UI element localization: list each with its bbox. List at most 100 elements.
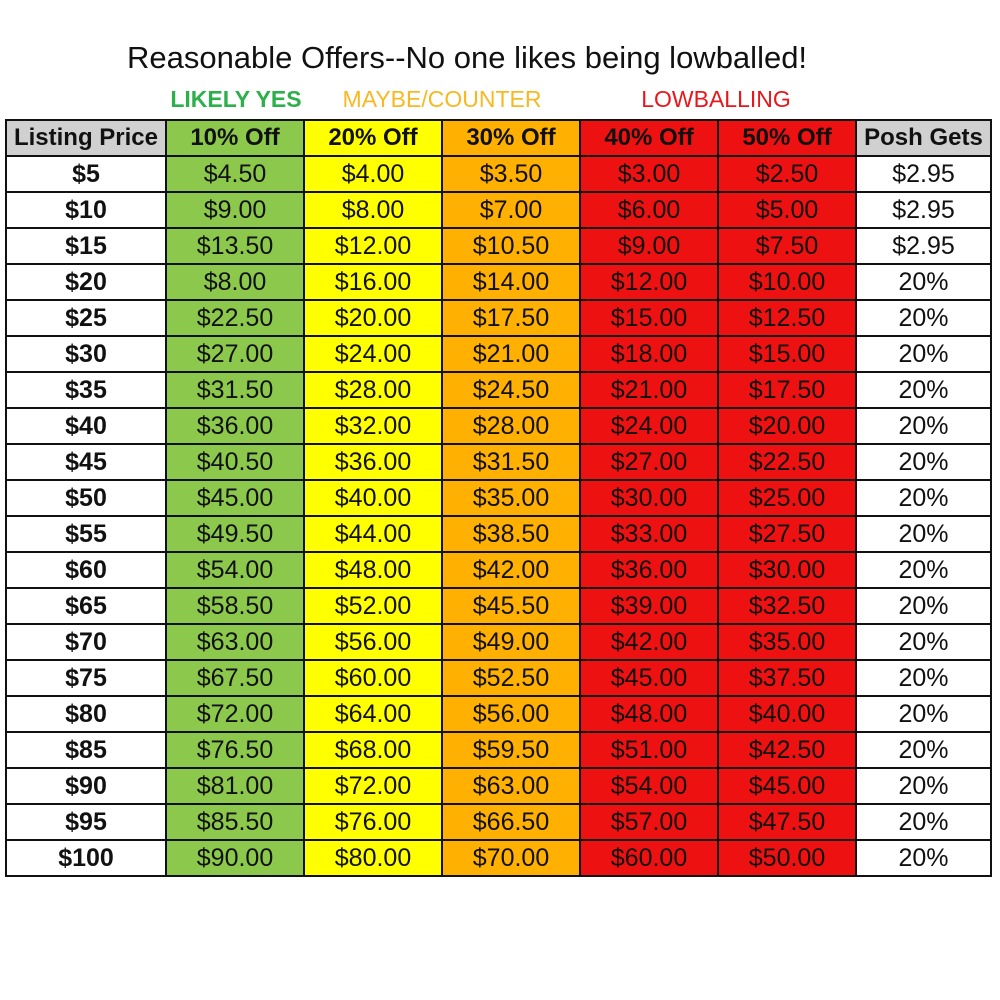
posh-gets-cell: $2.95 xyxy=(855,227,992,265)
header-30-off: 30% Off xyxy=(441,119,581,157)
posh-gets-cell: 20% xyxy=(855,407,992,445)
ten-off-cell: $63.00 xyxy=(165,623,305,661)
twenty-off-cell: $52.00 xyxy=(303,587,443,625)
listing-price-cell: $90 xyxy=(5,767,167,805)
twenty-off-cell: $80.00 xyxy=(303,839,443,877)
fifty-off-cell: $27.50 xyxy=(717,515,857,553)
twenty-off-cell: $4.00 xyxy=(303,155,443,193)
thirty-off-cell: $35.00 xyxy=(441,479,581,517)
ten-off-cell: $9.00 xyxy=(165,191,305,229)
table-row: $45 $40.50 $36.00 $31.50 $27.00 $22.50 20% xyxy=(5,443,992,481)
ten-off-cell: $54.00 xyxy=(165,551,305,589)
thirty-off-cell: $21.00 xyxy=(441,335,581,373)
header-listing-price: Listing Price xyxy=(5,119,167,157)
posh-gets-cell: 20% xyxy=(855,551,992,589)
table-row: $80 $72.00 $64.00 $56.00 $48.00 $40.00 20% xyxy=(5,695,992,733)
forty-off-cell: $54.00 xyxy=(579,767,719,805)
offer-table: Listing Price 10% Off 20% Off 30% Off 40… xyxy=(5,119,992,877)
category-lowballing: LOWBALLING xyxy=(641,86,791,112)
fifty-off-cell: $22.50 xyxy=(717,443,857,481)
forty-off-cell: $60.00 xyxy=(579,839,719,877)
thirty-off-cell: $7.00 xyxy=(441,191,581,229)
ten-off-cell: $4.50 xyxy=(165,155,305,193)
table-row: $85 $76.50 $68.00 $59.50 $51.00 $42.50 20% xyxy=(5,731,992,769)
posh-gets-cell: 20% xyxy=(855,695,992,733)
fifty-off-cell: $5.00 xyxy=(717,191,857,229)
twenty-off-cell: $12.00 xyxy=(303,227,443,265)
thirty-off-cell: $66.50 xyxy=(441,803,581,841)
ten-off-cell: $31.50 xyxy=(165,371,305,409)
table-row: $100 $90.00 $80.00 $70.00 $60.00 $50.00 20% xyxy=(5,839,992,877)
fifty-off-cell: $50.00 xyxy=(717,839,857,877)
thirty-off-cell: $59.50 xyxy=(441,731,581,769)
table-row: $10 $9.00 $8.00 $7.00 $6.00 $5.00 $2.95 xyxy=(5,191,992,229)
fifty-off-cell: $40.00 xyxy=(717,695,857,733)
thirty-off-cell: $56.00 xyxy=(441,695,581,733)
header-40-off: 40% Off xyxy=(579,119,719,157)
forty-off-cell: $57.00 xyxy=(579,803,719,841)
fifty-off-cell: $17.50 xyxy=(717,371,857,409)
thirty-off-cell: $24.50 xyxy=(441,371,581,409)
posh-gets-cell: 20% xyxy=(855,443,992,481)
forty-off-cell: $51.00 xyxy=(579,731,719,769)
ten-off-cell: $27.00 xyxy=(165,335,305,373)
twenty-off-cell: $32.00 xyxy=(303,407,443,445)
posh-gets-cell: 20% xyxy=(855,479,992,517)
twenty-off-cell: $28.00 xyxy=(303,371,443,409)
ten-off-cell: $8.00 xyxy=(165,263,305,301)
thirty-off-cell: $38.50 xyxy=(441,515,581,553)
ten-off-cell: $40.50 xyxy=(165,443,305,481)
table-row: $25 $22.50 $20.00 $17.50 $15.00 $12.50 20% xyxy=(5,299,992,337)
forty-off-cell: $33.00 xyxy=(579,515,719,553)
twenty-off-cell: $72.00 xyxy=(303,767,443,805)
forty-off-cell: $3.00 xyxy=(579,155,719,193)
table-row: $95 $85.50 $76.00 $66.50 $57.00 $47.50 20% xyxy=(5,803,992,841)
listing-price-cell: $95 xyxy=(5,803,167,841)
thirty-off-cell: $10.50 xyxy=(441,227,581,265)
table-row: $30 $27.00 $24.00 $21.00 $18.00 $15.00 20% xyxy=(5,335,992,373)
fifty-off-cell: $25.00 xyxy=(717,479,857,517)
table-row: $15 $13.50 $12.00 $10.50 $9.00 $7.50 $2.95 xyxy=(5,227,992,265)
posh-gets-cell: 20% xyxy=(855,839,992,877)
listing-price-cell: $25 xyxy=(5,299,167,337)
ten-off-cell: $67.50 xyxy=(165,659,305,697)
table-row: $90 $81.00 $72.00 $63.00 $54.00 $45.00 20% xyxy=(5,767,992,805)
listing-price-cell: $60 xyxy=(5,551,167,589)
thirty-off-cell: $49.00 xyxy=(441,623,581,661)
posh-gets-cell: 20% xyxy=(855,335,992,373)
twenty-off-cell: $16.00 xyxy=(303,263,443,301)
posh-gets-cell: 20% xyxy=(855,767,992,805)
category-likely-yes: LIKELY YES xyxy=(170,86,302,112)
ten-off-cell: $49.50 xyxy=(165,515,305,553)
forty-off-cell: $45.00 xyxy=(579,659,719,697)
ten-off-cell: $85.50 xyxy=(165,803,305,841)
listing-price-cell: $40 xyxy=(5,407,167,445)
twenty-off-cell: $68.00 xyxy=(303,731,443,769)
twenty-off-cell: $8.00 xyxy=(303,191,443,229)
fifty-off-cell: $7.50 xyxy=(717,227,857,265)
header-50-off: 50% Off xyxy=(717,119,857,157)
ten-off-cell: $22.50 xyxy=(165,299,305,337)
posh-gets-cell: $2.95 xyxy=(855,191,992,229)
fifty-off-cell: $12.50 xyxy=(717,299,857,337)
table-row: $35 $31.50 $28.00 $24.50 $21.00 $17.50 20% xyxy=(5,371,992,409)
forty-off-cell: $48.00 xyxy=(579,695,719,733)
ten-off-cell: $45.00 xyxy=(165,479,305,517)
twenty-off-cell: $40.00 xyxy=(303,479,443,517)
table-header-row: Listing Price 10% Off 20% Off 30% Off 40… xyxy=(5,119,992,157)
listing-price-cell: $35 xyxy=(5,371,167,409)
twenty-off-cell: $36.00 xyxy=(303,443,443,481)
posh-gets-cell: 20% xyxy=(855,587,992,625)
fifty-off-cell: $32.50 xyxy=(717,587,857,625)
table-row: $70 $63.00 $56.00 $49.00 $42.00 $35.00 20% xyxy=(5,623,992,661)
forty-off-cell: $18.00 xyxy=(579,335,719,373)
forty-off-cell: $36.00 xyxy=(579,551,719,589)
forty-off-cell: $15.00 xyxy=(579,299,719,337)
ten-off-cell: $58.50 xyxy=(165,587,305,625)
table-row: $65 $58.50 $52.00 $45.50 $39.00 $32.50 20% xyxy=(5,587,992,625)
thirty-off-cell: $14.00 xyxy=(441,263,581,301)
thirty-off-cell: $63.00 xyxy=(441,767,581,805)
ten-off-cell: $72.00 xyxy=(165,695,305,733)
listing-price-cell: $80 xyxy=(5,695,167,733)
